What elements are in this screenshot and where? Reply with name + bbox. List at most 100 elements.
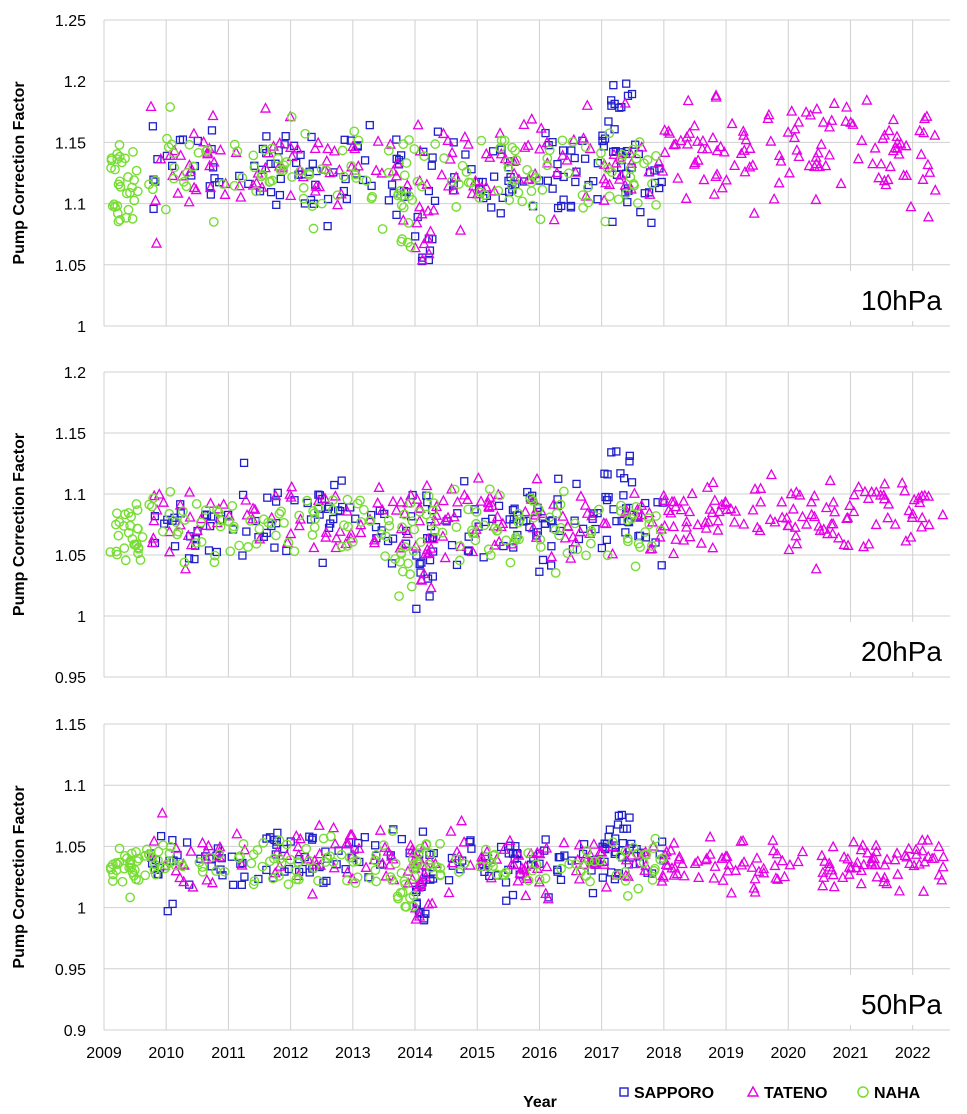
point-tateno	[708, 188, 720, 199]
point-naha	[134, 853, 144, 864]
point-naha	[318, 833, 329, 844]
point-sapporo	[617, 810, 626, 820]
point-tateno	[480, 147, 492, 159]
point-tateno	[721, 503, 733, 515]
point-sapporo	[487, 203, 496, 212]
point-tateno	[290, 829, 302, 841]
point-tateno	[903, 842, 915, 854]
point-naha	[328, 505, 338, 515]
point-sapporo	[604, 493, 613, 502]
point-tateno	[689, 156, 701, 168]
point-sapporo	[412, 604, 421, 613]
point-tateno	[867, 157, 879, 169]
point-naha	[279, 517, 289, 528]
panel-50hPa: 0.9 0.95 1 1.05 1.1 1.15 Pump Correction Facto…	[11, 717, 950, 1040]
point-naha	[384, 520, 395, 531]
point-sapporo	[235, 171, 244, 181]
point-naha	[623, 536, 633, 547]
point-naha	[107, 201, 118, 212]
point-sapporo	[237, 880, 246, 889]
point-naha	[188, 161, 199, 172]
point-tateno	[738, 856, 750, 867]
point-naha	[632, 198, 643, 209]
point-naha	[191, 499, 202, 509]
point-naha	[120, 509, 130, 520]
point-naha	[451, 202, 462, 212]
point-tateno	[900, 169, 913, 181]
point-tateno	[660, 858, 672, 870]
point-tateno	[659, 146, 671, 157]
panel-10hPa: 1 1.05 1.1 1.15 1.2 1.25 Pump Correction Facto…	[11, 13, 950, 336]
point-tateno	[475, 495, 487, 506]
point-tateno	[765, 468, 777, 480]
point-tateno	[903, 504, 915, 516]
point-sapporo	[156, 831, 166, 841]
point-tateno	[905, 200, 917, 212]
point-naha	[535, 534, 546, 545]
point-naha	[105, 547, 116, 557]
point-tateno	[823, 861, 836, 872]
point-naha	[392, 891, 403, 902]
point-tateno	[626, 849, 638, 860]
point-tateno	[459, 130, 471, 142]
point-sapporo	[229, 880, 238, 889]
point-tateno	[574, 525, 586, 537]
point-sapporo	[612, 447, 621, 456]
point-tateno	[420, 547, 432, 559]
point-tateno	[411, 216, 423, 228]
point-tateno	[219, 188, 231, 199]
point-tateno	[704, 830, 716, 842]
point-tateno	[797, 845, 809, 857]
point-tateno	[284, 141, 297, 152]
point-naha	[350, 878, 361, 888]
point-tateno	[878, 871, 891, 883]
point-tateno	[364, 513, 376, 524]
point-naha	[577, 190, 588, 201]
point-sapporo	[360, 833, 369, 842]
point-tateno	[804, 108, 817, 120]
point-tateno	[744, 161, 756, 172]
point-tateno	[811, 102, 823, 114]
point-tateno	[655, 523, 667, 534]
point-tateno	[850, 861, 862, 873]
point-naha	[267, 175, 278, 186]
point-naha	[301, 843, 312, 854]
point-tateno	[828, 880, 840, 892]
point-tateno	[751, 521, 763, 533]
point-naha	[459, 858, 470, 869]
point-tateno	[508, 858, 520, 869]
point-tateno	[684, 530, 696, 542]
point-sapporo	[588, 888, 598, 898]
point-tateno	[437, 494, 449, 506]
point-naha	[144, 849, 154, 860]
point-naha	[421, 509, 432, 520]
point-tateno	[596, 846, 608, 857]
point-sapporo	[647, 218, 656, 227]
point-tateno	[314, 847, 326, 859]
point-naha	[408, 546, 419, 556]
point-sapporo	[182, 838, 192, 847]
point-naha	[355, 495, 365, 506]
point-tateno	[598, 194, 610, 205]
point-naha	[496, 135, 507, 146]
point-sapporo	[541, 835, 550, 844]
point-tateno	[415, 573, 428, 584]
point-sapporo	[622, 79, 631, 88]
point-tateno	[874, 489, 887, 500]
point-sapporo	[271, 497, 281, 506]
y-tick-label: 1.1	[64, 487, 86, 504]
point-naha	[572, 544, 583, 555]
point-tateno	[293, 519, 305, 531]
point-sapporo	[598, 873, 607, 882]
point-tateno	[542, 892, 554, 904]
point-naha	[114, 857, 125, 868]
point-tateno	[905, 531, 917, 542]
point-sapporo	[280, 140, 289, 149]
point-naha	[313, 875, 323, 886]
point-naha	[608, 837, 618, 848]
point-tateno	[723, 858, 735, 870]
point-tateno	[190, 183, 202, 195]
point-tateno	[309, 854, 321, 866]
point-tateno	[736, 858, 748, 870]
point-tateno	[653, 156, 665, 167]
